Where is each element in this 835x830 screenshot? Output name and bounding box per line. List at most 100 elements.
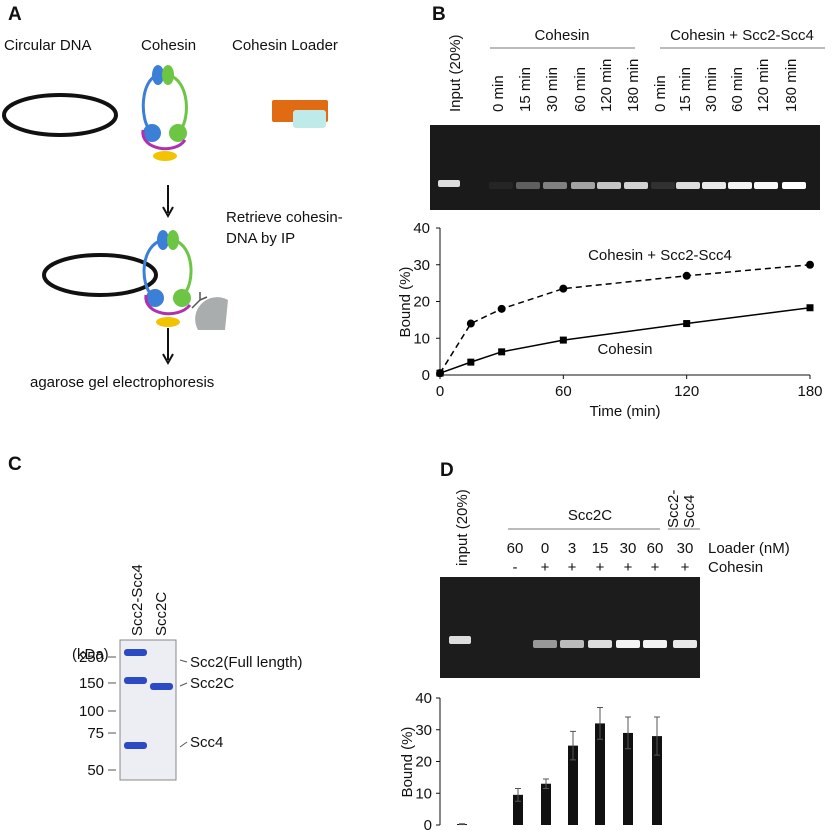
gel-band: [754, 182, 778, 189]
gel-band: [516, 182, 540, 189]
lane-label: Scc2-Scc4: [129, 564, 146, 636]
marker: [497, 304, 506, 313]
line: [439, 307, 811, 374]
group-label: Scc4: [681, 495, 698, 528]
dna-ring: [42, 253, 158, 297]
cohesin-label: +: [541, 559, 550, 576]
label: DNA by IP: [226, 230, 295, 247]
y-tick-label: 10: [413, 330, 430, 347]
cohesin-icon: [141, 65, 188, 161]
gel-band: [673, 640, 697, 648]
loader-label: 60: [507, 540, 524, 557]
gel-band: [449, 636, 471, 644]
bar: [513, 794, 523, 825]
marker: [467, 358, 475, 366]
error-bar: [625, 716, 631, 750]
lane-label: 15 min: [517, 67, 534, 112]
bar: [652, 736, 662, 825]
marker-label: 100: [79, 703, 104, 720]
y-tick-label: 30: [413, 257, 430, 274]
marker: [466, 319, 475, 328]
gel-band: [588, 640, 612, 648]
row-label: Loader (nM): [708, 540, 790, 557]
line: [439, 264, 811, 374]
gel-d: [440, 577, 700, 678]
gel-c: [119, 639, 177, 781]
y-tick-label: 10: [415, 785, 432, 802]
lane-label: Input (20%): [447, 34, 464, 112]
marker-label: 50: [87, 762, 104, 779]
cohesin-label: +: [651, 559, 660, 576]
y-axis-label: Bound (%): [397, 267, 414, 338]
gel-band: [728, 182, 752, 189]
loader-icon: [293, 110, 326, 128]
y-tick-label: 40: [413, 220, 430, 237]
lane-label: 120 min: [598, 59, 615, 112]
gel-band: [597, 182, 621, 189]
group-label: Scc2-: [665, 490, 682, 528]
x-tick-label: 60: [555, 383, 572, 400]
loader-label: 15: [592, 540, 609, 557]
cohesin-icon: [142, 230, 228, 330]
y-tick-label: 40: [415, 690, 432, 707]
marker: [806, 260, 814, 269]
band-pointer: [179, 659, 188, 663]
gel-band: [643, 640, 667, 648]
gel-band: [543, 182, 567, 189]
gel-band: [676, 182, 700, 189]
unit-label: (kDa): [72, 646, 109, 663]
marker: [559, 336, 567, 344]
loader-label: 0: [541, 540, 549, 557]
lane-label: 0 min: [490, 75, 507, 112]
lane-label: 120 min: [755, 59, 772, 112]
marker: [682, 271, 691, 280]
band-pointer: [179, 741, 188, 748]
error-bar: [654, 716, 660, 756]
panel-label: D: [440, 460, 454, 481]
marker: [436, 369, 444, 377]
cohesin-label: +: [568, 559, 577, 576]
bar: [568, 745, 578, 825]
diagram-a: [2, 65, 328, 366]
label: Circular DNA: [4, 37, 92, 54]
loader-label: 60: [647, 540, 664, 557]
band-label: Scc2(Full length): [190, 654, 303, 671]
error-bar: [570, 730, 576, 761]
gel-band: [782, 182, 806, 189]
group-label: Cohesin: [534, 27, 589, 44]
gel-band: [560, 640, 584, 648]
lane-label: 60 min: [729, 67, 746, 112]
lane-label: 30 min: [703, 67, 720, 112]
error-bar: [543, 778, 549, 789]
marker-label: 250: [79, 649, 104, 666]
marker: [683, 320, 691, 328]
label: Retrieve cohesin-: [226, 209, 343, 226]
lane-label: Scc2C: [153, 592, 170, 636]
y-tick-label: 0: [422, 367, 430, 384]
bar: [623, 732, 633, 825]
cohesin-label: +: [681, 559, 690, 576]
error-bar: [597, 707, 603, 740]
label: agarose gel electrophoresis: [30, 374, 214, 391]
gel-band: [438, 180, 460, 187]
x-tick-label: 180: [797, 383, 822, 400]
gel-band: [489, 182, 513, 189]
lane-label: 180 min: [783, 59, 800, 112]
label: Cohesin: [141, 37, 196, 54]
panel-label: A: [8, 4, 22, 25]
loader-label: 30: [620, 540, 637, 557]
cohesin-label: +: [596, 559, 605, 576]
series-label: Cohesin: [597, 341, 652, 358]
cohesin-label: +: [624, 559, 633, 576]
y-tick-label: 30: [415, 722, 432, 739]
gel-band: [124, 677, 147, 684]
error-bar: [459, 823, 465, 825]
group-label: Scc2C: [568, 507, 612, 524]
group-label: Cohesin + Scc2-Scc4: [670, 27, 814, 44]
y-tick-label: 20: [415, 754, 432, 771]
band-label: Scc2C: [190, 675, 234, 692]
gel-b: [430, 125, 820, 210]
band-label: Scc4: [190, 734, 223, 751]
y-tick-label: 20: [413, 294, 430, 311]
